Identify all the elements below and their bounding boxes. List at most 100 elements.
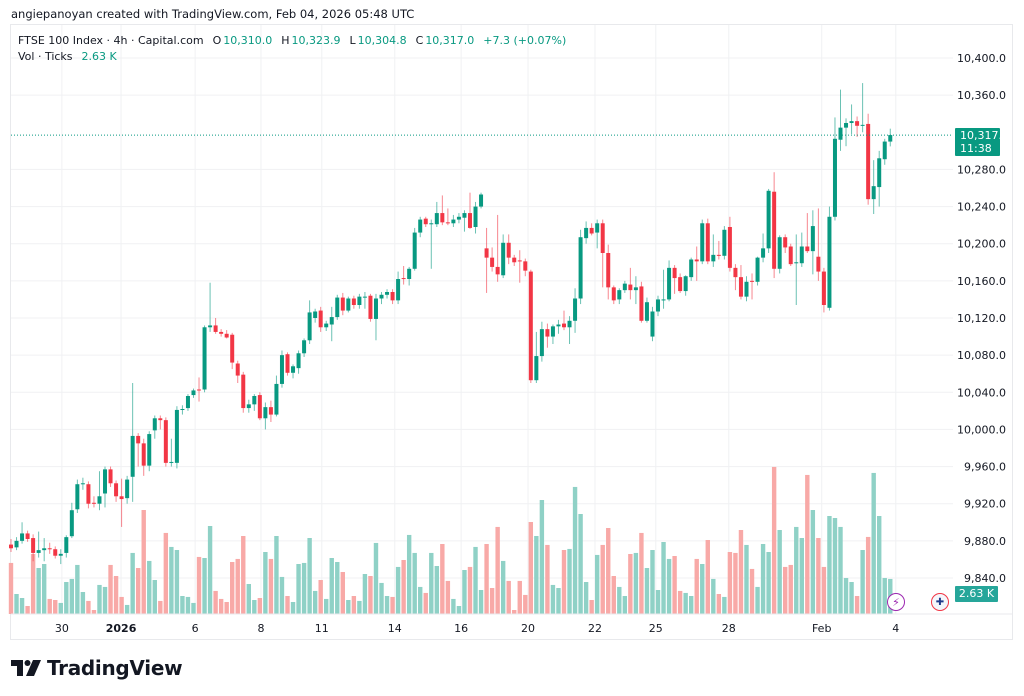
price-tick-label: 10,280.0 <box>957 163 1006 176</box>
candle-body <box>501 242 506 276</box>
volume-bar <box>102 586 108 614</box>
candle-body <box>855 121 860 126</box>
candle-body <box>445 222 450 224</box>
candle-body <box>661 299 666 301</box>
candle-body <box>750 280 755 282</box>
candle-body <box>694 259 699 262</box>
volume-bar <box>285 596 290 614</box>
volume-bar <box>672 556 677 614</box>
volume-bar <box>639 532 644 614</box>
volume-bar <box>462 570 467 614</box>
candle-body <box>47 548 52 550</box>
volume-bar <box>578 514 583 614</box>
volume-bar <box>163 532 169 614</box>
candle-body <box>385 292 390 295</box>
volume-bar <box>451 598 456 614</box>
volume-bar <box>517 580 522 614</box>
price-tick-label: 10,160.0 <box>957 275 1006 288</box>
volume-bar <box>777 530 782 614</box>
candle-body <box>191 390 196 396</box>
volume-bar <box>633 552 639 614</box>
candle-body <box>490 257 495 267</box>
lightning-icon[interactable]: ⚡ <box>887 593 905 611</box>
candle-body <box>407 268 412 279</box>
candle-body <box>169 461 174 463</box>
candle-body <box>473 206 478 227</box>
candle-body <box>844 123 849 128</box>
volume-bar <box>545 544 550 614</box>
candle-body <box>58 553 63 556</box>
volume-bar <box>705 540 710 614</box>
price-tick-label: 9,880.0 <box>964 535 1006 548</box>
candle-body <box>672 267 677 279</box>
volume-bar <box>871 472 876 614</box>
candle-body <box>888 135 893 142</box>
candle-body <box>595 223 600 233</box>
candle-body <box>114 483 119 497</box>
candle-body <box>368 295 373 319</box>
candle-body <box>202 327 207 390</box>
tradingview-logo[interactable]: TradingView <box>11 656 183 680</box>
candle-body <box>650 311 655 337</box>
chart-legend: FTSE 100 Index · 4h · Capital.com O 10,31… <box>18 33 568 65</box>
volume-bar <box>528 522 534 614</box>
volume-bars <box>8 466 893 614</box>
candle-body <box>80 483 85 485</box>
candle-body <box>639 286 644 321</box>
volume-bar <box>279 576 285 614</box>
volume-bar <box>373 542 379 614</box>
volume-bar <box>312 590 318 614</box>
candle-body <box>296 353 301 369</box>
candle-body <box>628 284 633 291</box>
candle-body <box>379 294 384 299</box>
symbol-info[interactable]: FTSE 100 Index · 4h · Capital.com <box>18 34 204 47</box>
volume-bar <box>594 554 600 614</box>
candle-body <box>36 550 41 553</box>
candle-body <box>766 190 771 249</box>
candle-body <box>584 227 589 239</box>
candle-body <box>539 329 544 357</box>
candle-body <box>307 312 312 341</box>
candle-body <box>158 418 163 421</box>
candle-body <box>42 548 47 551</box>
candle-body <box>208 325 213 328</box>
high-label: H <box>281 34 290 47</box>
volume-bar <box>832 518 838 614</box>
candle-body <box>224 333 229 338</box>
volume-bar <box>583 582 589 614</box>
candle-body <box>816 256 821 272</box>
volume-bar <box>147 560 152 614</box>
candle-body <box>656 299 661 312</box>
volume-bar <box>368 576 373 614</box>
time-tick-label: 6 <box>192 622 199 635</box>
volume-bar <box>119 596 124 614</box>
candle-body <box>136 435 141 444</box>
open-value: 10,310.0 <box>223 34 273 47</box>
candle-body <box>871 186 876 200</box>
candle-body <box>866 123 871 200</box>
volume-bar <box>622 596 628 614</box>
volume-bar <box>589 600 594 614</box>
candle-body <box>467 213 472 228</box>
candle-body <box>495 266 500 275</box>
volume-bar <box>30 554 36 614</box>
volume-label[interactable]: Vol · Ticks <box>18 50 73 63</box>
volume-bar <box>124 604 130 614</box>
volume-bar <box>500 560 506 614</box>
volume-bar <box>418 586 423 614</box>
volume-bar <box>235 558 240 614</box>
uk-flag-icon[interactable]: ✚ <box>931 593 949 611</box>
candle-body <box>412 232 417 269</box>
volume-bar <box>53 600 58 614</box>
candle-body <box>401 278 406 280</box>
volume-bar <box>412 552 417 614</box>
volume-bar <box>849 582 854 614</box>
candle-body <box>291 366 296 373</box>
candle-body <box>810 226 815 252</box>
volume-bar <box>771 466 777 614</box>
candle-body <box>108 469 113 484</box>
volume-bar <box>766 552 771 614</box>
candle-body <box>235 363 240 376</box>
price-tick-label: 10,360.0 <box>957 89 1006 102</box>
